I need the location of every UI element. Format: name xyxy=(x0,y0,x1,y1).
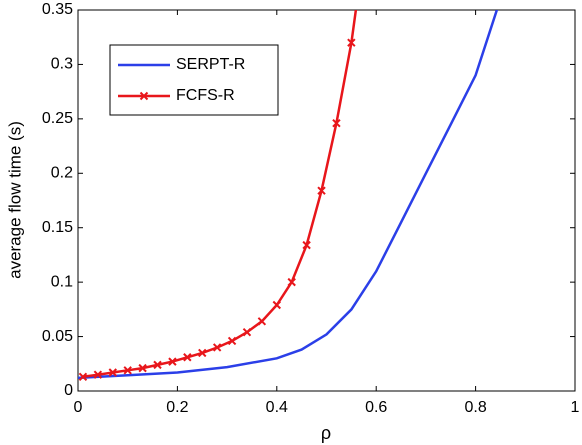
y-tick-label: 0.35 xyxy=(42,1,73,18)
marker xyxy=(138,363,147,373)
marker xyxy=(212,343,222,352)
y-tick-label: 0.2 xyxy=(51,165,73,182)
x-tick-label: 0 xyxy=(74,399,83,416)
y-tick-label: 0 xyxy=(64,382,73,399)
plot-area xyxy=(78,10,499,382)
x-axis-label: ρ xyxy=(321,423,331,443)
marker xyxy=(287,277,296,287)
legend-label: SERPT-R xyxy=(176,56,245,73)
y-tick-label: 0.1 xyxy=(51,273,73,290)
marker xyxy=(242,328,252,337)
marker xyxy=(257,317,267,326)
marker xyxy=(153,360,162,370)
marker xyxy=(347,38,356,47)
marker xyxy=(272,300,282,310)
plot-frame xyxy=(77,9,576,392)
y-tick-label: 0.25 xyxy=(42,110,73,127)
marker xyxy=(332,119,341,128)
y-axis-label: average flow time (s) xyxy=(5,121,24,279)
marker xyxy=(139,91,149,101)
marker xyxy=(168,357,177,366)
series-line xyxy=(82,10,358,379)
marker xyxy=(123,366,132,375)
marker xyxy=(227,336,237,346)
series-line xyxy=(78,10,499,380)
marker xyxy=(183,353,192,362)
marker xyxy=(302,240,311,250)
legend-box xyxy=(109,44,279,116)
marker xyxy=(108,368,117,377)
y-tick-label: 0.05 xyxy=(42,328,73,345)
marker xyxy=(78,372,88,382)
x-tick-label: 0.6 xyxy=(365,399,387,416)
y-tick-label: 0.3 xyxy=(51,56,73,73)
marker xyxy=(317,186,326,195)
x-tick-label: 0.8 xyxy=(464,399,486,416)
x-tick-label: 0.4 xyxy=(266,399,288,416)
legend-label: FCFS-R xyxy=(176,87,235,104)
x-tick-label: 1 xyxy=(571,399,580,416)
x-tick-label: 0.2 xyxy=(166,399,188,416)
marker xyxy=(198,348,207,358)
y-tick-label: 0.15 xyxy=(42,219,73,236)
marker xyxy=(93,370,103,379)
